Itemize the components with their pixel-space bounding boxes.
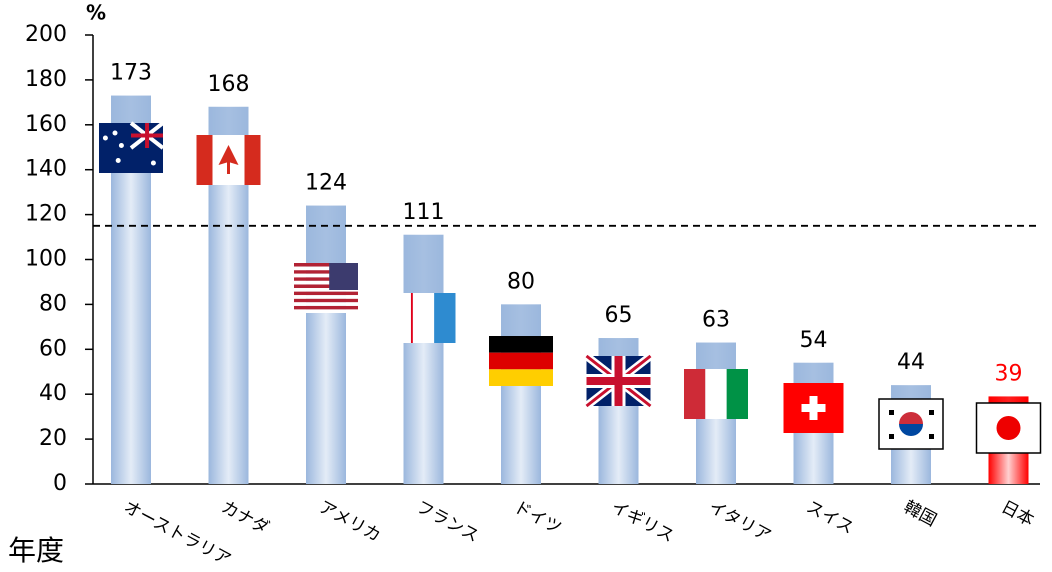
- flag-part: [410, 293, 413, 343]
- value-label: 80: [507, 269, 535, 294]
- flag: [975, 402, 1042, 454]
- x-tick-label: アメリカ: [315, 497, 384, 546]
- flag-part: [294, 291, 358, 296]
- flag-part: [294, 263, 358, 267]
- flag: [489, 336, 553, 386]
- flag-part: [294, 295, 358, 299]
- flag-part: [131, 133, 163, 138]
- flag: [783, 383, 844, 433]
- flag: [294, 263, 358, 313]
- x-tick-label: 韓国: [900, 497, 939, 531]
- flag-part: [294, 284, 358, 288]
- flag-part: [889, 410, 894, 415]
- y-tick-label: 100: [25, 247, 67, 272]
- flag-part: [294, 273, 358, 278]
- flag-part: [684, 369, 706, 419]
- value-label: 65: [605, 303, 633, 328]
- y-tick-label: 60: [39, 336, 67, 361]
- x-tick-label: スイス: [803, 497, 857, 538]
- flag: [99, 121, 165, 173]
- x-tick-label: オーストラリア: [120, 497, 234, 570]
- flag-part: [801, 404, 826, 412]
- flag-part: [929, 410, 934, 415]
- flag-part: [150, 160, 156, 166]
- flag-part: [294, 277, 358, 281]
- bar-top: [501, 304, 541, 336]
- value-label: 44: [897, 350, 925, 375]
- flag: [878, 398, 944, 450]
- x-tick-label: フランス: [413, 497, 482, 546]
- x-tick-label: 日本: [998, 497, 1037, 531]
- flag-part: [412, 293, 435, 343]
- y-tick-label: 0: [53, 471, 67, 496]
- flag: [196, 135, 261, 185]
- y-tick-label: 120: [25, 202, 67, 227]
- value-label: 63: [702, 308, 730, 333]
- flag-part: [227, 162, 230, 174]
- x-tick-label: イタリア: [705, 497, 774, 546]
- flag-part: [705, 369, 727, 419]
- bar-top: [111, 95, 151, 123]
- bar-top: [793, 362, 834, 383]
- flag-part: [899, 412, 923, 424]
- bar-top: [891, 385, 931, 399]
- flag-part: [889, 434, 894, 439]
- value-label: 124: [305, 171, 347, 196]
- y-unit: %: [86, 1, 106, 25]
- y-tick-label: 20: [39, 426, 67, 451]
- flag-part: [489, 352, 553, 370]
- bar-top: [403, 234, 444, 293]
- flag-part: [996, 416, 1021, 440]
- flag-part: [218, 145, 239, 165]
- flag-part: [434, 293, 456, 343]
- flag-part: [244, 135, 261, 185]
- y-tick-label: 40: [39, 381, 67, 406]
- x-tick-label: イギリス: [608, 497, 677, 547]
- flag-part: [726, 369, 748, 419]
- x-tick-label: ドイツ: [510, 497, 564, 539]
- value-label: 111: [403, 200, 445, 225]
- flag: [584, 352, 653, 410]
- value-label: 168: [208, 72, 250, 97]
- y-tick-label: 160: [25, 112, 67, 137]
- x-axis-label: 年度: [8, 534, 64, 567]
- y-tick-label: 180: [25, 67, 67, 92]
- flag-part: [294, 305, 358, 310]
- flag-part: [586, 377, 651, 385]
- flag-part: [118, 143, 124, 148]
- flag-part: [294, 280, 358, 285]
- value-label: 54: [800, 328, 828, 353]
- flag-part: [899, 424, 923, 436]
- flag-part: [294, 309, 358, 313]
- y-tick-label: 140: [25, 157, 67, 182]
- flag-part: [102, 135, 108, 141]
- flag-part: [294, 266, 358, 271]
- x-tick-label: カナダ: [218, 497, 272, 539]
- flag: [391, 293, 456, 343]
- flag-part: [112, 130, 118, 136]
- flag-part: [489, 369, 553, 386]
- flag-part: [294, 288, 358, 292]
- bar-top: [988, 396, 1029, 403]
- flag-part: [929, 434, 934, 439]
- value-label: 39: [995, 361, 1023, 386]
- bar-top: [696, 342, 736, 369]
- flag-part: [329, 263, 358, 290]
- bar-top: [208, 106, 249, 135]
- flag-part: [294, 270, 358, 274]
- flag-part: [115, 158, 121, 163]
- flag-part: [391, 293, 399, 343]
- bar-top: [306, 205, 346, 263]
- flag-part: [196, 135, 213, 185]
- flag: [684, 369, 748, 419]
- flag-part: [489, 336, 553, 353]
- value-label: 173: [110, 61, 152, 86]
- flag-part: [294, 298, 358, 303]
- y-tick-label: 200: [25, 22, 67, 47]
- bar-top: [598, 338, 639, 356]
- y-tick-label: 80: [39, 291, 67, 316]
- flag-part: [294, 302, 358, 306]
